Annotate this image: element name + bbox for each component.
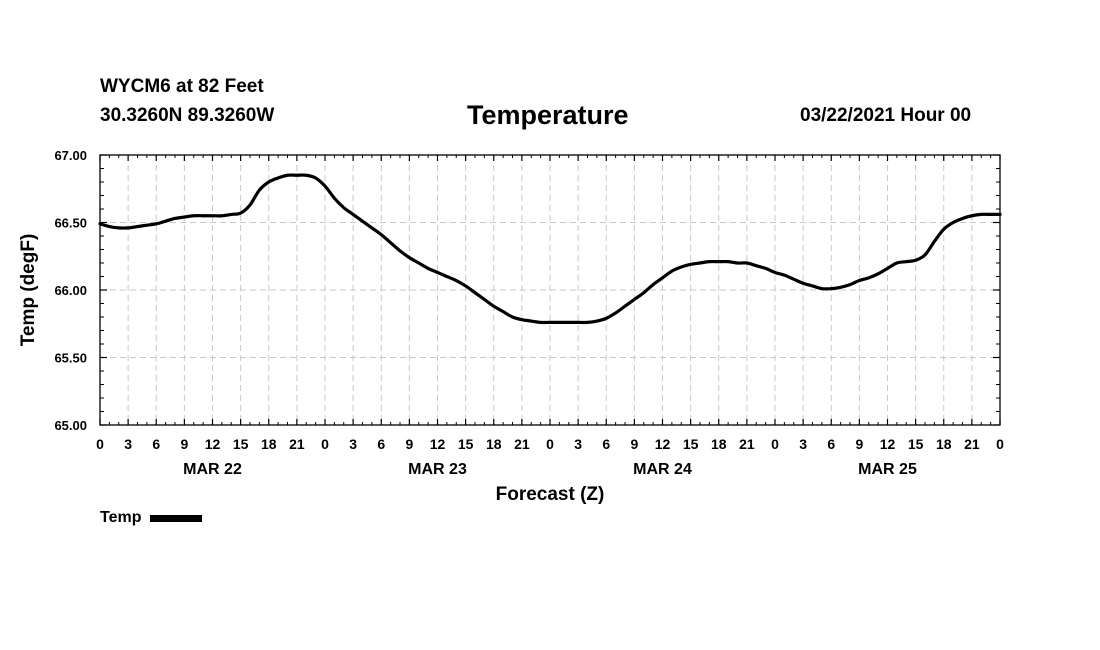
legend: Temp [100,509,203,527]
day-label: MAR 22 [183,461,242,478]
x-tick-label: 9 [405,436,413,452]
x-tick-label: 15 [683,436,699,452]
x-axis-title: Forecast (Z) [496,484,605,505]
legend-swatch [150,514,203,522]
station-coordinates: 30.3260N 89.3260W [100,105,275,126]
x-tick-label: 0 [996,436,1004,452]
x-tick-label: 18 [711,436,727,452]
x-tick-label: 3 [799,436,807,452]
temp-series-line [98,173,1002,325]
x-tick-label: 6 [602,436,610,452]
x-tick-label: 21 [289,436,305,452]
x-tick-label: 12 [880,436,896,452]
station-name: WYCM6 at 82 Feet [100,76,264,97]
x-tick-label: 9 [180,436,188,452]
label-layer: 0 3 6 9 12 15 18 21 0 3 6 9 12 15 18 21 0 3 6 9 12 15 18 21 0 3 6 9… [54,148,1004,478]
day-label: MAR 23 [408,461,467,478]
x-tick-label: 3 [574,436,582,452]
y-tick-label: 67.00 [54,148,87,163]
day-label: MAR 25 [858,461,917,478]
y-axis-title: Temp (degF) [18,234,39,347]
x-tick-label: 18 [486,436,502,452]
forecast-date: 03/22/2021 Hour 00 [800,105,972,126]
x-tick-label: 0 [321,436,329,452]
x-tick-label: 15 [458,436,474,452]
x-tick-label: 9 [630,436,638,452]
x-tick-label: 0 [96,436,104,452]
x-tick-label: 21 [514,436,530,452]
x-tick-label: 21 [964,436,980,452]
x-tick-label: 9 [855,436,863,452]
chart-title: Temperature [467,100,629,130]
x-tick-label: 3 [124,436,132,452]
x-tick-label: 21 [739,436,755,452]
x-tick-label: 0 [771,436,779,452]
x-tick-label: 12 [205,436,221,452]
x-tick-label: 6 [152,436,160,452]
legend-label: Temp [100,509,142,526]
x-tick-label: 3 [349,436,357,452]
x-tick-label: 15 [233,436,249,452]
x-tick-label: 6 [827,436,835,452]
x-tick-label: 15 [908,436,924,452]
tick-layer [99,154,1001,426]
x-tick-label: 6 [377,436,385,452]
y-tick-label: 66.50 [54,216,87,231]
x-tick-label: 18 [261,436,277,452]
x-tick-label: 12 [655,436,671,452]
x-tick-label: 0 [546,436,554,452]
y-tick-label: 65.00 [54,418,87,433]
grid-layer [100,155,1000,425]
x-tick-label: 18 [936,436,952,452]
y-tick-label: 66.00 [54,283,87,298]
x-tick-label: 12 [430,436,446,452]
y-tick-label: 65.50 [54,351,87,366]
day-label: MAR 24 [633,461,692,478]
